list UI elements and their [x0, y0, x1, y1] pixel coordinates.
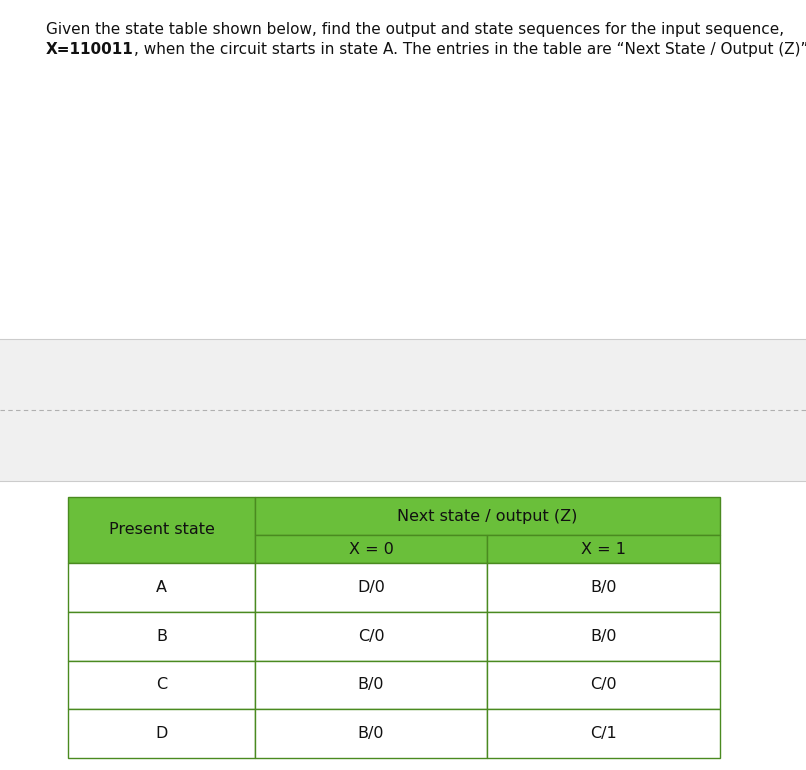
Bar [68, 497, 255, 563]
Text: B/0: B/0 [358, 678, 384, 692]
Text: D/0: D/0 [357, 580, 385, 595]
Text: X=110011: X=110011 [46, 42, 134, 57]
Bar [487, 709, 720, 758]
Text: Next state / output (Z): Next state / output (Z) [397, 508, 578, 524]
Text: Given the state table shown below, find the output and state sequences for the i: Given the state table shown below, find … [46, 22, 784, 37]
Text: C/0: C/0 [358, 628, 384, 644]
Bar [255, 611, 487, 661]
Text: C: C [156, 678, 167, 692]
Bar [487, 611, 720, 661]
Text: A: A [156, 580, 167, 595]
Text: D: D [156, 726, 168, 741]
Text: X = 1: X = 1 [581, 541, 626, 557]
Bar [0, 339, 806, 481]
Text: B/0: B/0 [590, 580, 617, 595]
Bar [255, 535, 487, 563]
Text: C/0: C/0 [590, 678, 617, 692]
Text: C/1: C/1 [590, 726, 617, 741]
Bar [487, 661, 720, 709]
Bar [487, 563, 720, 611]
Bar [255, 563, 487, 611]
Text: B/0: B/0 [358, 726, 384, 741]
Bar [68, 611, 255, 661]
Text: X = 0: X = 0 [348, 541, 393, 557]
Bar [68, 709, 255, 758]
Bar [255, 709, 487, 758]
Bar [68, 563, 255, 611]
Text: , when the circuit starts in state A. The entries in the table are “Next State /: , when the circuit starts in state A. Th… [134, 42, 806, 57]
Bar [255, 661, 487, 709]
Text: Present state: Present state [109, 523, 214, 537]
Text: B/0: B/0 [590, 628, 617, 644]
Bar [68, 661, 255, 709]
Bar [255, 497, 720, 535]
Text: B: B [156, 628, 167, 644]
Bar [487, 535, 720, 563]
